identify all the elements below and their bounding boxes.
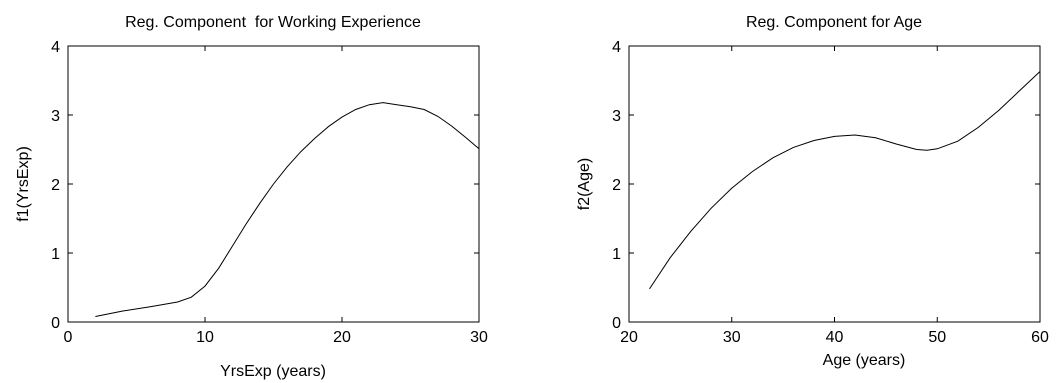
y-axis-label: f1(YrsExp) xyxy=(15,146,32,222)
y-tick-label: 2 xyxy=(612,177,621,194)
x-axis-label: Age (years) xyxy=(823,352,906,369)
y-tick-label: 0 xyxy=(51,315,60,332)
series-line xyxy=(649,71,1041,290)
x-tick-label: 10 xyxy=(196,329,214,346)
x-tick-label: 20 xyxy=(620,329,638,346)
y-tick-label: 3 xyxy=(612,108,621,125)
y-tick-label: 1 xyxy=(612,246,621,263)
x-tick-label: 20 xyxy=(333,329,351,346)
x-tick-label: 30 xyxy=(470,329,488,346)
series-line xyxy=(95,102,480,317)
y-axis-label: f2(Age) xyxy=(576,158,593,210)
y-tick-label: 1 xyxy=(51,246,60,263)
y-tick-label: 3 xyxy=(51,108,60,125)
chart-age: Reg. Component for Age Age (years) f2(Ag… xyxy=(576,14,1049,369)
x-axis-label: YrsExp (years) xyxy=(220,363,326,380)
y-tick-label: 0 xyxy=(612,315,621,332)
x-tick-label: 0 xyxy=(64,329,73,346)
axis-ticks: 0 10 20 30 0 1 2 3 4 xyxy=(51,39,488,346)
y-tick-label: 2 xyxy=(51,177,60,194)
axis-ticks: 20 30 40 50 60 0 1 2 3 4 xyxy=(612,39,1049,346)
x-tick-label: 40 xyxy=(826,329,844,346)
x-tick-label: 60 xyxy=(1031,329,1049,346)
chart-title: Reg. Component for Working Experience xyxy=(125,14,421,31)
chart-working-experience: Reg. Component for Working Experience Yr… xyxy=(15,14,488,380)
x-tick-label: 30 xyxy=(723,329,741,346)
y-tick-label: 4 xyxy=(51,39,60,56)
y-tick-label: 4 xyxy=(612,39,621,56)
x-tick-label: 50 xyxy=(928,329,946,346)
plot-area-frame xyxy=(628,45,1041,323)
chart-title: Reg. Component for Age xyxy=(746,14,922,31)
